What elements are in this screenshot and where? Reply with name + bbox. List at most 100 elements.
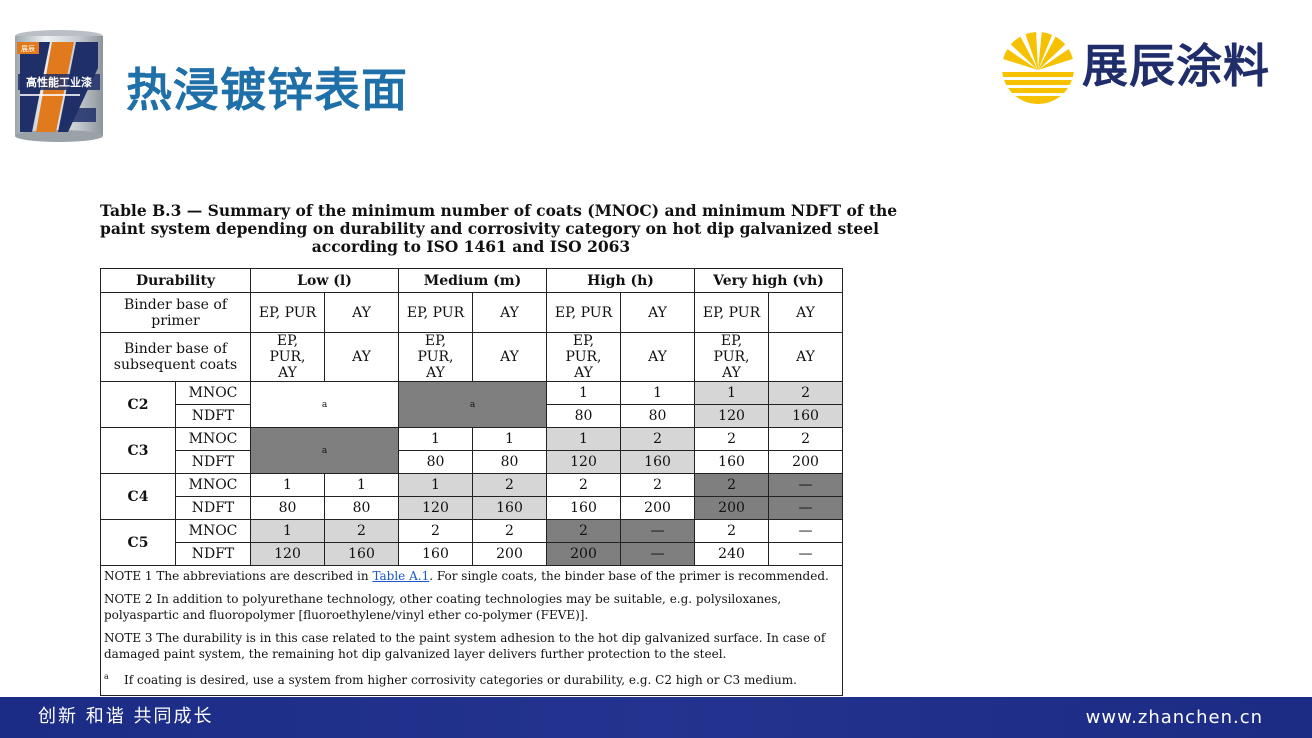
table-cell: AY: [324, 292, 399, 333]
header-low: Low (l): [250, 268, 399, 293]
notes-row: NOTE 1 The abbreviations are described i…: [99, 565, 844, 696]
table-cell: 200: [694, 496, 770, 520]
table-cell: —: [768, 473, 844, 497]
table-cell: 1: [546, 427, 622, 451]
table-cell: 1: [398, 473, 473, 497]
table-cell: 1: [250, 519, 325, 543]
row-label-mnoc: MNOC: [175, 473, 251, 497]
table-cell: —: [768, 496, 844, 520]
note-2: NOTE 2 In addition to polyurethane techn…: [104, 592, 782, 622]
table-cell: AY: [620, 332, 696, 382]
table-cell: —: [620, 519, 696, 543]
note-a-text: If coating is desired, use a system from…: [124, 673, 797, 687]
category-c3: C3: [100, 427, 176, 474]
header-very-high: Very high (vh): [694, 268, 844, 293]
table-cell: 2: [398, 519, 473, 543]
table-cell: 80: [471, 450, 548, 474]
table-cell: EP, PUR: [546, 292, 622, 333]
table-cell: 160: [471, 496, 548, 520]
table-cell: 160: [324, 542, 399, 566]
table-cell: 1: [546, 381, 622, 405]
table-cell: 2: [768, 427, 844, 451]
company-logo: 展辰涂料: [1000, 30, 1290, 106]
paint-can-icon: 展辰 高性能工业漆: [15, 30, 103, 142]
can-product-label: 高性能工业漆: [26, 75, 92, 89]
table-cell: 2: [471, 473, 548, 497]
table-cell: 80: [398, 450, 473, 474]
category-c4: C4: [100, 473, 176, 520]
table-cell: 240: [694, 542, 770, 566]
table-cell: —: [768, 542, 844, 566]
footer-slogan: 创新 和谐 共同成长: [38, 706, 214, 727]
table-cell: EP, PUR, AY: [398, 332, 473, 382]
table-cell: 1: [471, 427, 548, 451]
table-cell: 80: [250, 496, 325, 520]
row-label-ndft: NDFT: [175, 496, 251, 520]
table-cell: AY: [768, 292, 844, 333]
table-cell: 1: [398, 427, 473, 451]
note-a: a If coating is desired, use a system fr…: [104, 669, 839, 688]
table-cell: EP, PUR: [250, 292, 325, 333]
company-name: 展辰涂料: [1082, 39, 1270, 93]
binder-subsequent-label: Binder base of subsequent coats: [100, 332, 251, 382]
table-cell: 1: [250, 473, 325, 497]
table-cell: 80: [620, 404, 696, 428]
table-title-line: Table B.3 — Summary of the minimum numbe…: [100, 201, 898, 220]
table-row: C3 MNOC a 1 1 1 2 2 2: [100, 427, 844, 474]
table-cell: —: [620, 542, 696, 566]
note-1-text: NOTE 1 The abbreviations are described i…: [104, 569, 373, 583]
header-high: High (h): [546, 268, 696, 293]
table-title: Table B.3 — Summary of the minimum numbe…: [100, 201, 898, 256]
row-label-mnoc: MNOC: [175, 381, 251, 405]
table-cell: 2: [546, 519, 622, 543]
table-row: C2 MNOC a a 1 1 1 2: [100, 381, 844, 428]
table-cell: 2: [694, 473, 770, 497]
table-row: C5 MNOC 1 2 2 2 2 — 2 —: [100, 519, 844, 566]
note-1: NOTE 1 The abbreviations are described i…: [104, 568, 839, 584]
table-cell: EP, PUR: [398, 292, 473, 333]
table-cell: 120: [546, 450, 622, 474]
table-cell: 1: [324, 473, 399, 497]
table-cell: 120: [398, 496, 473, 520]
table-cell: 160: [398, 542, 473, 566]
note-3: NOTE 3 The durability is in this case re…: [104, 631, 826, 661]
table-cell: 2: [620, 427, 696, 451]
table-cell: 120: [250, 542, 325, 566]
table-a1-link[interactable]: Table A.1: [372, 569, 430, 583]
table-cell: EP, PUR: [694, 292, 770, 333]
page-title: 热浸镀锌表面: [126, 63, 408, 117]
table-cell: AY: [324, 332, 399, 382]
table-row: NDFT 80 80 120 160 160 200: [101, 450, 844, 474]
table-cell: 2: [546, 473, 622, 497]
table-cell: EP, PUR, AY: [546, 332, 622, 382]
table-title-line: paint system depending on durability and…: [100, 219, 879, 238]
footnote-a-cell: a: [397, 381, 548, 428]
table-cell: AY: [620, 292, 696, 333]
row-label-ndft: NDFT: [175, 450, 251, 474]
table-cell: 2: [768, 381, 844, 405]
table-cell: AY: [471, 332, 548, 382]
row-label-ndft: NDFT: [175, 542, 251, 566]
footer-bar: 创新 和谐 共同成长 www.zhanchen.cn: [0, 697, 1312, 738]
footer-url[interactable]: www.zhanchen.cn: [1085, 707, 1263, 728]
table-cell: AY: [471, 292, 548, 333]
table-cell: 200: [768, 450, 844, 474]
table-cell: 160: [694, 450, 770, 474]
table-cell: 200: [620, 496, 696, 520]
table-cell: 160: [546, 496, 622, 520]
table-cell: 160: [620, 450, 696, 474]
can-brand-label: 展辰: [21, 45, 35, 53]
table-cell: —: [768, 519, 844, 543]
table-cell: 2: [471, 519, 548, 543]
table-cell: 200: [471, 542, 548, 566]
binder-subsequent-row: Binder base of subsequent coats EP, PUR,…: [100, 332, 844, 382]
note-a-mark: a: [104, 672, 109, 681]
row-label-mnoc: MNOC: [175, 427, 251, 451]
notes-cell: NOTE 1 The abbreviations are described i…: [99, 565, 844, 696]
table-cell: 1: [620, 381, 696, 405]
row-label-ndft: NDFT: [175, 404, 251, 428]
table-cell: 1: [694, 381, 770, 405]
table-cell: 2: [694, 519, 770, 543]
table-title-line: according to ISO 1461 and ISO 2063: [311, 237, 631, 256]
category-c2: C2: [100, 381, 176, 428]
